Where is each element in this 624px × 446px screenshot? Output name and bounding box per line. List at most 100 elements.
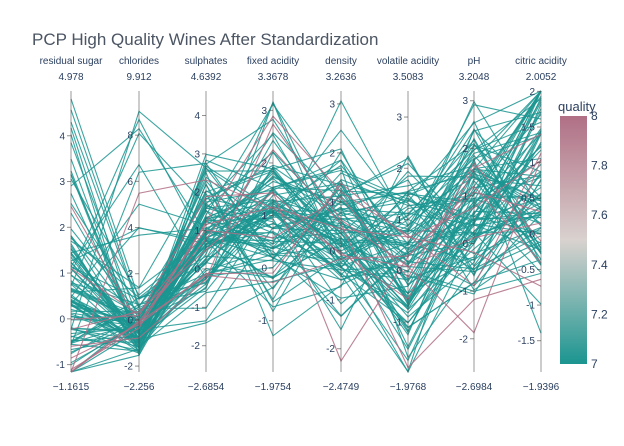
axes: residual sugar 4.978 −1.1615 -1 0 1 2 3 4 chlorid…: [40, 56, 567, 393]
tick-label: -1.5: [518, 336, 536, 347]
tick-label: -2: [191, 341, 200, 352]
tick-label: -2: [124, 362, 133, 373]
data-line: [70, 206, 542, 343]
data-line: [70, 191, 542, 373]
data-lines: [70, 90, 542, 374]
tick-label: -1: [56, 360, 65, 371]
range-max-label: 3.2048: [459, 72, 490, 83]
range-max-label: 9.912: [126, 72, 151, 83]
tick-label: 2: [127, 269, 133, 280]
data-line: [70, 185, 542, 363]
dimension-label[interactable]: residual sugar: [40, 56, 103, 67]
data-line: [70, 109, 542, 308]
data-line: [70, 193, 542, 311]
colorbar-gradient: [560, 116, 587, 364]
tick-label: 2: [462, 144, 468, 155]
colorbar-tick-label: 7.2: [591, 307, 608, 321]
data-line: [70, 160, 542, 359]
range-min-label: −1.9754: [255, 382, 292, 393]
range-min-label: −2.256: [124, 382, 155, 393]
data-line: [70, 115, 542, 371]
tick-label: 0: [261, 264, 267, 275]
data-line: [70, 192, 542, 320]
colorbar-tick-label: 7: [591, 357, 598, 371]
tick-label: 3: [194, 149, 200, 160]
data-line: [70, 118, 542, 274]
tick-label: -2: [459, 334, 468, 345]
tick-label: 0: [59, 314, 65, 325]
tick-label: -1: [258, 316, 267, 327]
tick-label: -1: [191, 303, 200, 314]
tick-label: -1: [459, 287, 468, 298]
tick-label: 2: [329, 148, 335, 159]
range-max-label: 4.6392: [191, 72, 222, 83]
data-line: [70, 133, 542, 373]
tick-label: 3: [462, 96, 468, 107]
tick-label: 2: [59, 223, 65, 234]
tick-label: -0.5: [518, 265, 536, 276]
data-line: [70, 173, 542, 348]
tick-label: 1: [329, 197, 335, 208]
tick-label: 3: [329, 99, 335, 110]
data-line: [70, 206, 542, 326]
tick-label: 3: [396, 113, 402, 124]
tick-label: 8: [127, 131, 133, 142]
dimension-label[interactable]: fixed acidity: [247, 56, 299, 67]
colorbar-tick-label: 7.4: [591, 258, 608, 272]
tick-label: 0: [396, 266, 402, 277]
range-max-label: 3.3678: [258, 72, 289, 83]
tick-label: -1: [526, 301, 535, 312]
tick-label: 0: [127, 315, 133, 326]
range-min-label: −2.6984: [456, 382, 493, 393]
tick-label: 4: [194, 111, 200, 122]
tick-label: 1: [529, 158, 535, 169]
range-max-label: 3.2636: [326, 72, 357, 83]
tick-label: 3: [59, 177, 65, 188]
tick-label: 1: [261, 211, 267, 222]
tick-label: 2: [529, 87, 535, 98]
data-line: [70, 183, 542, 346]
tick-label: 6: [127, 177, 133, 188]
tick-label: 0: [194, 264, 200, 275]
colorbar-tick-label: 7.8: [591, 159, 608, 173]
dimension-label[interactable]: citric acidity: [515, 56, 567, 67]
dimension-label[interactable]: volatile acidity: [377, 56, 439, 67]
tick-label: 1: [396, 215, 402, 226]
tick-label: 2: [261, 158, 267, 169]
range-max-label: 2.0052: [526, 72, 557, 83]
tick-label: -1: [393, 317, 402, 328]
chart-title: PCP High Quality Wines After Standardiza…: [32, 30, 378, 49]
colorbar-title: quality: [558, 99, 596, 114]
tick-label: 1: [59, 269, 65, 280]
range-max-label: 4.978: [58, 72, 83, 83]
data-line: [70, 98, 542, 345]
tick-label: 1: [194, 226, 200, 237]
colorbar-tick-label: 7.6: [591, 208, 608, 222]
range-max-label: 3.5083: [393, 72, 424, 83]
tick-label: 4: [59, 131, 65, 142]
tick-label: 1: [462, 191, 468, 202]
tick-label: 2: [396, 164, 402, 175]
range-min-label: −1.1615: [53, 382, 90, 393]
data-line: [70, 101, 542, 338]
dimension-label[interactable]: density: [325, 56, 357, 67]
dimension-label[interactable]: sulphates: [185, 56, 228, 67]
data-line: [70, 123, 542, 347]
data-line: [70, 129, 542, 354]
data-line: [70, 137, 542, 323]
dimension-label[interactable]: chlorides: [119, 56, 159, 67]
tick-label: 0: [529, 229, 535, 240]
data-line: [70, 130, 542, 349]
colorbar-tick-label: 8: [591, 109, 598, 123]
data-line: [70, 128, 542, 335]
tick-label: 0: [329, 246, 335, 257]
range-min-label: −2.4749: [323, 382, 360, 393]
tick-label: 4: [127, 223, 133, 234]
data-line: [70, 90, 542, 316]
tick-label: 2: [194, 188, 200, 199]
tick-label: 3: [261, 106, 267, 117]
data-line: [70, 128, 542, 341]
dimension-label[interactable]: pH: [468, 56, 481, 67]
